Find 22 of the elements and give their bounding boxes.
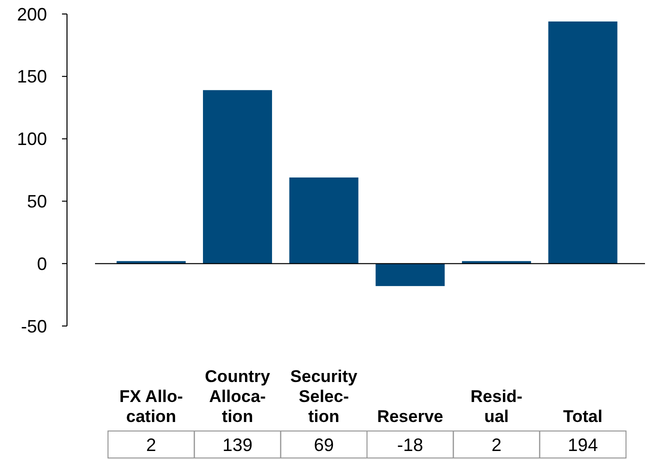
x-tick-label: FX Allo- cation bbox=[119, 387, 183, 426]
data-label: 139 bbox=[222, 434, 253, 455]
y-tick-label: 0 bbox=[36, 254, 47, 274]
data-label: 2 bbox=[491, 434, 502, 455]
y-tick-label: 200 bbox=[16, 4, 47, 24]
x-tick-label: Reserve bbox=[377, 407, 444, 426]
x-tick-label: Country Alloca- tion bbox=[204, 367, 271, 426]
bar bbox=[202, 90, 272, 264]
y-tick-label: 50 bbox=[26, 192, 47, 212]
data-label: 69 bbox=[314, 434, 334, 455]
data-label: -18 bbox=[397, 434, 424, 455]
y-tick-label: 100 bbox=[16, 129, 47, 150]
y-tick-label: -50 bbox=[20, 316, 47, 336]
bar bbox=[376, 264, 445, 286]
y-tick-label: 150 bbox=[16, 66, 47, 87]
data-label: 194 bbox=[568, 434, 598, 455]
x-tick-label: Security Selec- tion bbox=[290, 367, 358, 426]
data-label: 2 bbox=[146, 434, 156, 455]
bar bbox=[289, 177, 358, 264]
x-tick-label: Resid- ual bbox=[470, 387, 522, 426]
x-tick-label: Total bbox=[563, 407, 603, 426]
bar bbox=[548, 21, 618, 264]
